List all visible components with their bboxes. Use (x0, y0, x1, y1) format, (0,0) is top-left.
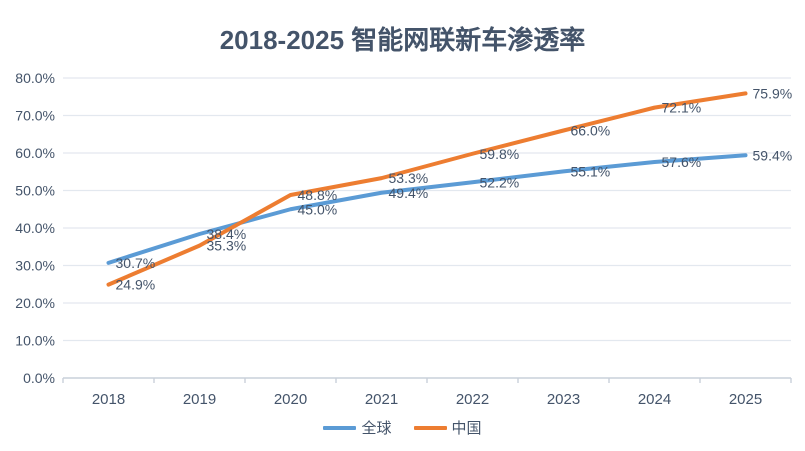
svg-text:53.3%: 53.3% (389, 170, 429, 186)
svg-text:72.1%: 72.1% (662, 100, 702, 116)
chart-legend: 全球 中国 (0, 417, 805, 438)
svg-text:55.1%: 55.1% (571, 163, 611, 179)
svg-text:30.0%: 30.0% (15, 258, 55, 274)
legend-marker-china-line-icon (413, 425, 447, 430)
svg-text:24.9%: 24.9% (116, 277, 156, 293)
svg-text:52.2%: 52.2% (480, 174, 520, 190)
svg-text:10.0%: 10.0% (15, 333, 55, 349)
svg-text:59.4%: 59.4% (753, 147, 793, 163)
svg-text:2025: 2025 (729, 391, 762, 408)
svg-text:2023: 2023 (547, 391, 580, 408)
legend-label-china: 中国 (451, 420, 482, 437)
svg-text:30.7%: 30.7% (116, 255, 156, 271)
svg-text:20.0%: 20.0% (15, 295, 55, 311)
legend-item-china: 中国 (413, 417, 482, 438)
legend-marker-global-line-icon (323, 425, 357, 430)
svg-text:2021: 2021 (365, 391, 398, 408)
svg-text:50.0%: 50.0% (15, 183, 55, 199)
svg-text:66.0%: 66.0% (571, 123, 611, 139)
svg-text:35.3%: 35.3% (207, 238, 247, 254)
svg-text:57.6%: 57.6% (662, 154, 702, 170)
svg-text:80.0%: 80.0% (15, 70, 55, 86)
svg-text:45.0%: 45.0% (298, 201, 338, 217)
svg-text:38.4%: 38.4% (207, 226, 247, 242)
svg-text:49.4%: 49.4% (389, 185, 429, 201)
svg-text:70.0%: 70.0% (15, 108, 55, 124)
svg-text:48.8%: 48.8% (298, 187, 338, 203)
svg-text:0.0%: 0.0% (23, 370, 55, 386)
svg-text:2022: 2022 (456, 391, 489, 408)
svg-text:40.0%: 40.0% (15, 220, 55, 236)
svg-text:2024: 2024 (638, 391, 671, 408)
legend-label-global: 全球 (361, 420, 392, 437)
chart-title: 2018-2025 智能网联新车渗透率 (219, 25, 586, 55)
svg-text:75.9%: 75.9% (753, 85, 793, 101)
svg-text:2020: 2020 (274, 391, 307, 408)
svg-text:59.8%: 59.8% (480, 146, 520, 162)
svg-text:60.0%: 60.0% (15, 145, 55, 161)
legend-item-global: 全球 (323, 417, 392, 438)
svg-text:2018: 2018 (92, 391, 125, 408)
svg-text:2019: 2019 (183, 391, 216, 408)
